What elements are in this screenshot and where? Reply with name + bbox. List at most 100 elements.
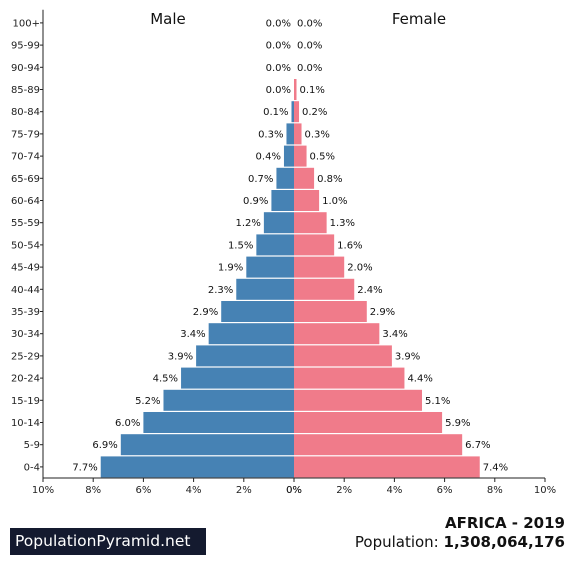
- male-bar: [276, 167, 294, 189]
- male-bar: [291, 101, 294, 123]
- age-group-label: 45-49: [11, 263, 40, 274]
- female-bar: [294, 323, 380, 345]
- male-bar: [221, 301, 294, 322]
- female-bar: [294, 389, 423, 411]
- x-tick-label: 4%: [186, 485, 202, 496]
- female-bar: [294, 367, 405, 389]
- male-value-label: 6.0%: [115, 418, 140, 429]
- female-value-label: 2.9%: [370, 307, 395, 318]
- male-value-label: 2.9%: [193, 307, 218, 318]
- population-value: 1,308,064,176: [443, 533, 565, 551]
- age-group-label: 0-4: [24, 462, 40, 473]
- age-group-label: 75-79: [11, 129, 40, 140]
- male-value-label: 6.9%: [92, 440, 117, 451]
- male-value-label: 0.0%: [266, 85, 291, 96]
- male-value-label: 0.1%: [263, 107, 288, 118]
- female-value-label: 3.4%: [382, 329, 407, 340]
- male-bar: [271, 190, 294, 211]
- x-tick-label: 0%: [286, 485, 302, 496]
- age-group-label: 35-39: [11, 307, 40, 318]
- female-value-label: 5.1%: [425, 396, 450, 407]
- x-tick-label: 8%: [85, 485, 101, 496]
- x-tick-label: 6%: [135, 485, 151, 496]
- male-bar: [163, 389, 294, 411]
- population-pyramid-chart: Male Female 7.7% 7.4% 0-4 6.9% 6.7% 5-9 6.0% 5.9%…: [11, 9, 556, 496]
- female-value-label: 2.0%: [347, 263, 372, 274]
- male-value-label: 4.5%: [153, 374, 178, 385]
- x-tick-label: 2%: [336, 485, 352, 496]
- age-group-label: 40-44: [11, 285, 40, 296]
- female-value-label: 5.9%: [445, 418, 470, 429]
- female-value-label: 0.0%: [297, 63, 322, 74]
- male-value-label: 1.2%: [235, 218, 260, 229]
- male-bar: [120, 434, 294, 456]
- male-value-label: 7.7%: [72, 462, 97, 473]
- female-value-label: 0.5%: [310, 152, 335, 163]
- male-value-label: 1.5%: [228, 240, 253, 251]
- female-bar: [294, 434, 463, 456]
- age-group-label: 90-94: [11, 63, 40, 74]
- x-tick-label: 10%: [534, 485, 556, 496]
- male-bar: [283, 145, 294, 167]
- male-bar: [263, 212, 294, 234]
- female-bar: [294, 412, 443, 433]
- population-label: Population:: [354, 533, 439, 551]
- x-tick-label: 6%: [437, 485, 453, 496]
- male-bar: [286, 123, 294, 145]
- male-bar: [246, 256, 294, 278]
- female-value-label: 0.0%: [297, 41, 322, 52]
- male-bar: [143, 412, 294, 433]
- male-bar: [256, 234, 294, 256]
- age-group-label: 10-14: [11, 418, 40, 429]
- x-tick-label: 0%: [286, 485, 302, 496]
- age-group-label: 15-19: [11, 396, 40, 407]
- male-value-label: 2.3%: [208, 285, 233, 296]
- male-value-label: 0.4%: [256, 152, 281, 163]
- female-bar: [294, 256, 345, 278]
- female-bar: [294, 212, 327, 234]
- male-value-label: 3.4%: [180, 329, 205, 340]
- region-title: AFRICA - 2019: [444, 514, 565, 532]
- female-value-label: 0.2%: [302, 107, 327, 118]
- female-value-label: 1.6%: [337, 240, 362, 251]
- age-group-label: 25-29: [11, 351, 40, 362]
- male-bar: [196, 345, 294, 367]
- x-tick-label: 4%: [386, 485, 402, 496]
- female-bar: [294, 167, 315, 189]
- female-bar: [294, 101, 300, 123]
- male-value-label: 1.9%: [218, 263, 243, 274]
- female-value-label: 2.4%: [357, 285, 382, 296]
- female-bar: [294, 345, 392, 367]
- age-group-label: 85-89: [11, 85, 40, 96]
- female-value-label: 0.0%: [297, 18, 322, 29]
- x-tick-label: 10%: [32, 485, 54, 496]
- age-group-label: 70-74: [11, 152, 40, 163]
- age-group-label: 5-9: [24, 440, 40, 451]
- brand-logo[interactable]: PopulationPyramid.net: [10, 528, 206, 555]
- male-value-label: 0.7%: [248, 174, 273, 185]
- age-group-label: 60-64: [11, 196, 40, 207]
- age-group-label: 55-59: [11, 218, 40, 229]
- female-bar: [294, 190, 320, 211]
- male-bar: [181, 367, 294, 389]
- age-group-label: 100+: [13, 18, 40, 29]
- female-value-label: 1.3%: [330, 218, 355, 229]
- male-value-label: 5.2%: [135, 396, 160, 407]
- age-group-label: 50-54: [11, 240, 40, 251]
- female-value-label: 3.9%: [395, 351, 420, 362]
- male-value-label: 0.0%: [266, 63, 291, 74]
- male-value-label: 0.9%: [243, 196, 268, 207]
- female-bar: [294, 234, 335, 256]
- population-summary: Population: 1,308,064,176: [355, 533, 565, 551]
- x-tick-label: 8%: [487, 485, 503, 496]
- female-bar: [294, 301, 367, 322]
- female-heading: Female: [392, 10, 446, 28]
- female-bar: [294, 278, 355, 300]
- male-value-label: 3.9%: [168, 351, 193, 362]
- female-value-label: 7.4%: [483, 462, 508, 473]
- female-value-label: 0.8%: [317, 174, 342, 185]
- female-value-label: 4.4%: [407, 374, 432, 385]
- female-value-label: 6.7%: [465, 440, 490, 451]
- female-value-label: 1.0%: [322, 196, 347, 207]
- female-value-label: 0.1%: [300, 85, 325, 96]
